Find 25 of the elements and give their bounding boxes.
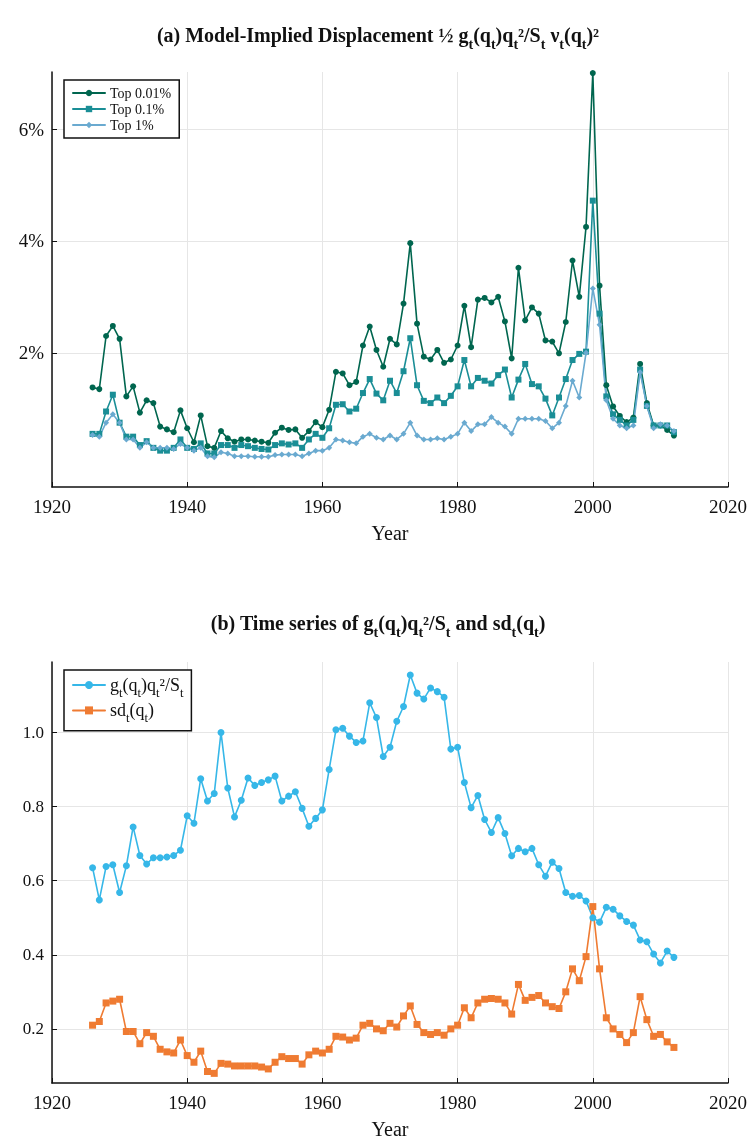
y-tick-label: 0.8	[22, 797, 44, 817]
x-tick-label: 2020	[709, 496, 747, 517]
y-tick-label: 4%	[18, 230, 45, 252]
x-tick-label: 1940	[168, 496, 207, 517]
y-tick-label: 2%	[18, 342, 45, 364]
y-tick-label: 0.6	[22, 871, 44, 891]
x-tick-label: 1920	[33, 1092, 71, 1113]
y-tick-label: 0.4	[22, 945, 45, 965]
x-tick-label: 1940	[168, 1092, 207, 1113]
legend-label: Top 0.01%	[110, 85, 172, 101]
y-tick-label: 6%	[18, 118, 45, 140]
legend-label: Top 1%	[110, 117, 155, 133]
x-axis-title: Year	[371, 1118, 409, 1140]
legend-label: Top 0.1%	[110, 101, 165, 117]
x-tick-label: 1980	[438, 496, 477, 517]
x-tick-label: 1960	[303, 1092, 342, 1113]
y-tick-label: 0.2	[22, 1019, 44, 1039]
x-tick-label: 1960	[303, 496, 342, 517]
x-tick-label: 2000	[573, 496, 612, 517]
x-tick-label: 2000	[573, 1092, 612, 1113]
x-tick-label: 1980	[438, 1092, 477, 1113]
x-axis-title: Year	[371, 522, 409, 544]
x-tick-label: 2020	[709, 1092, 747, 1113]
y-tick-label: 1.0	[22, 722, 44, 742]
x-tick-label: 1920	[33, 496, 71, 517]
